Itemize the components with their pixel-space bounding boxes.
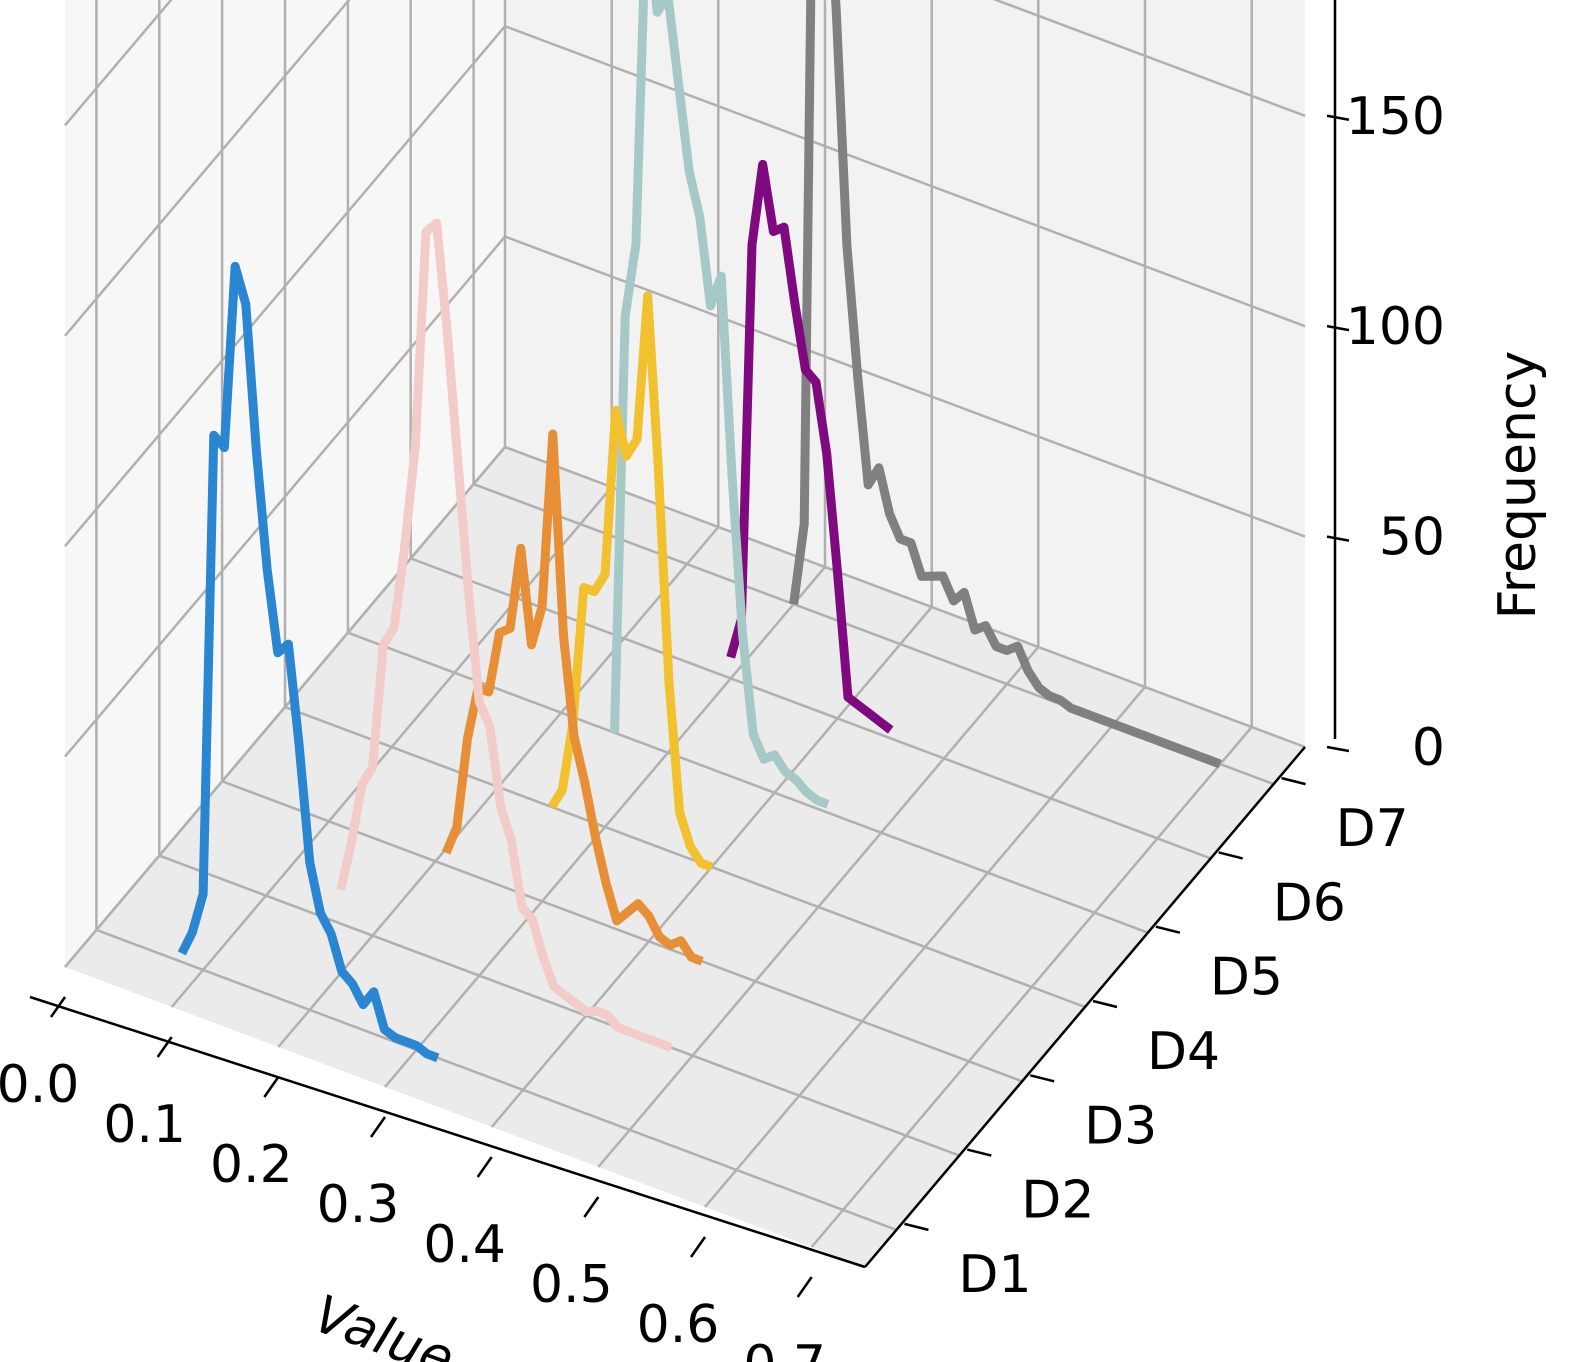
depth-tick-label: D5	[1210, 948, 1283, 1008]
x-tick-mark	[583, 1196, 600, 1218]
series-line-D4	[547, 291, 714, 872]
depth-tick-mark	[966, 1148, 992, 1157]
x-tick-mark	[369, 1116, 387, 1138]
depth-tick-mark	[1281, 776, 1306, 786]
x-tick-label: 0.1	[103, 1095, 186, 1155]
depth-tick-label: D4	[1147, 1022, 1220, 1082]
x-tick-mark	[476, 1156, 493, 1178]
series-line-D6	[726, 159, 894, 734]
x-tick-mark	[156, 1036, 173, 1058]
series-line-D1	[177, 261, 440, 1063]
depth-tick-mark	[1218, 851, 1244, 860]
series-line-D2	[336, 218, 673, 1052]
depth-tick-mark	[1155, 925, 1181, 934]
x-tick-label: 0.2	[210, 1135, 293, 1195]
depth-tick-mark	[1029, 1074, 1055, 1083]
tick-labels: 0.0 0.1 0.2 0.3 0.4 0.5 0.6 0.7 D1 D2 D3 D4 D5 D6 D70 5…	[0, 87, 1445, 1362]
depth-tick-mark	[1092, 999, 1118, 1009]
z-gridline	[64, 24, 1306, 548]
x-tick-label: 0.6	[637, 1295, 720, 1355]
depth-tick-label: D2	[1021, 1171, 1094, 1231]
z-tick-mark	[1326, 745, 1350, 753]
z-tick-label: 0	[1412, 718, 1445, 778]
z-gridline	[64, 0, 1306, 337]
x-tick-mark	[49, 996, 67, 1018]
back-pane	[505, 0, 1305, 747]
x-tick-label: 0.3	[317, 1175, 400, 1235]
x-axis-label: Value	[306, 1284, 461, 1362]
x-tick-label: 0.5	[530, 1255, 613, 1315]
depth-tick-mark	[904, 1222, 929, 1232]
z-tick-label: 100	[1346, 297, 1445, 357]
x-tick-mark	[689, 1236, 707, 1258]
z-tick-mark	[1326, 535, 1350, 542]
x-tick-label: 0.4	[423, 1215, 506, 1275]
x-tick-mark	[263, 1076, 280, 1098]
depth-tick-label: D3	[1084, 1096, 1157, 1156]
depth-tick-label: D6	[1273, 873, 1346, 933]
depth-tick-label: D1	[958, 1245, 1031, 1305]
z-tick-mark	[1326, 324, 1350, 332]
depth-tick-label: D7	[1336, 799, 1409, 859]
z-tick-label: 150	[1346, 87, 1445, 147]
z-tick-mark	[1326, 114, 1350, 121]
z-axis-label: Frequency	[1488, 351, 1548, 620]
axis-panes	[65, 0, 1305, 1267]
z-gridline	[64, 445, 1306, 968]
z-tick-label: 50	[1379, 508, 1445, 568]
x-tick-label: 0.0	[0, 1055, 79, 1115]
x-tick-mark	[796, 1276, 813, 1298]
series-line-D7	[789, 0, 1222, 769]
series-lines	[177, 0, 1222, 1063]
series-line-D5	[610, 0, 830, 809]
depth-axis-line	[864, 746, 1306, 1268]
series-line-D3	[441, 429, 704, 966]
x-tick-label: 0.7	[743, 1335, 826, 1362]
